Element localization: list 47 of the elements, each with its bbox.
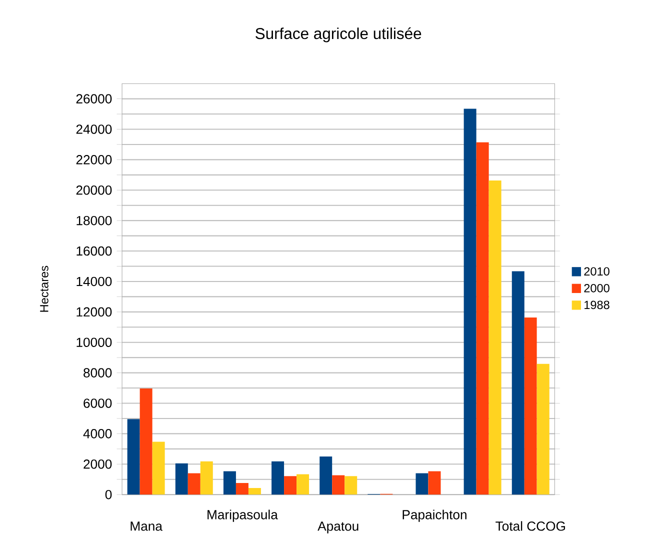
y-tick-label: 26000	[76, 94, 112, 104]
y-tick-label: 6000	[84, 398, 112, 408]
bar	[488, 180, 502, 494]
y-tick-label: 0	[105, 490, 112, 499]
y-tick-label: 10000	[76, 337, 112, 347]
y-tick-label: 20000	[76, 185, 112, 195]
bar	[320, 456, 332, 494]
x-tick-label: Maripasoula	[208, 509, 278, 522]
y-tick-label: 14000	[76, 276, 112, 286]
y-tick-label: 16000	[76, 246, 112, 256]
bar	[344, 476, 358, 494]
legend-label: 2010	[584, 266, 610, 276]
y-tick-label: 22000	[76, 154, 112, 164]
x-tick-label: Mana	[130, 521, 162, 531]
bar	[512, 271, 524, 494]
x-tick-label: Papaichton	[402, 509, 466, 522]
bar	[236, 482, 248, 494]
bar	[524, 317, 537, 494]
y-tick-label: 2000	[84, 459, 112, 469]
y-tick-label: 18000	[76, 216, 112, 225]
bar	[140, 388, 152, 494]
bar	[476, 142, 489, 494]
y-tick-label: 12000	[76, 307, 112, 316]
bar	[272, 461, 284, 494]
chart-title: Surface agricole utilisée	[256, 27, 422, 42]
bar	[223, 471, 236, 494]
bar	[152, 442, 165, 494]
bar	[296, 474, 310, 494]
x-tick-label: Apatou	[318, 521, 358, 534]
bar	[248, 488, 261, 494]
legend-label: 1988	[584, 300, 610, 309]
x-tick-label: Total CCOG	[496, 520, 565, 531]
bar	[200, 461, 213, 494]
y-tick-label: 4000	[83, 428, 112, 438]
bar	[127, 418, 140, 494]
bar	[464, 108, 476, 494]
bar	[188, 473, 200, 494]
y-tick-label: 8000	[84, 368, 112, 378]
bar	[428, 471, 441, 494]
y-tick-label: 24000	[76, 124, 112, 134]
y-axis-title: Hectares	[40, 266, 48, 312]
legend-label: 2000	[584, 284, 610, 292]
bar	[536, 364, 550, 494]
bar	[284, 476, 297, 494]
bar	[332, 475, 345, 494]
bar	[175, 463, 188, 494]
bar	[416, 473, 428, 494]
